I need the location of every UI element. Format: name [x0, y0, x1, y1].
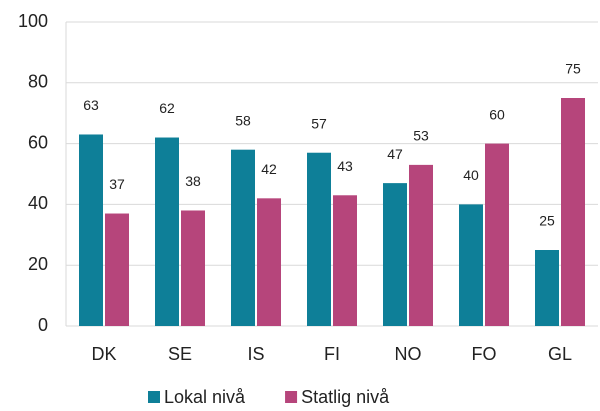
y-tick-label: 40 [28, 193, 48, 213]
value-label: 57 [311, 115, 327, 131]
value-label: 58 [235, 112, 251, 128]
bar [307, 152, 331, 326]
value-label: 60 [489, 106, 505, 122]
y-tick-label: 60 [28, 132, 48, 152]
value-label: 38 [185, 173, 201, 189]
y-tick-label: 80 [28, 72, 48, 92]
value-label: 47 [387, 146, 403, 162]
legend-label: Lokal nivå [164, 387, 246, 407]
bar [485, 143, 509, 326]
x-tick-label: IS [247, 344, 264, 364]
x-tick-label: FI [324, 344, 340, 364]
bar [79, 134, 103, 326]
value-label: 42 [261, 161, 277, 177]
value-label: 53 [413, 128, 429, 144]
bar [105, 213, 129, 326]
bar [181, 210, 205, 326]
value-label: 75 [565, 61, 581, 77]
value-label: 62 [159, 100, 175, 116]
bar [383, 183, 407, 326]
bar [561, 98, 585, 326]
bar [257, 198, 281, 326]
legend-swatch [148, 391, 160, 403]
bar [459, 204, 483, 326]
value-label: 25 [539, 213, 555, 229]
x-tick-label: GL [548, 344, 572, 364]
value-label: 40 [463, 167, 479, 183]
bar [409, 164, 433, 326]
value-label: 63 [83, 97, 99, 113]
x-tick-label: FO [472, 344, 497, 364]
y-tick-label: 20 [28, 254, 48, 274]
y-tick-label: 0 [38, 315, 48, 335]
bar [333, 195, 357, 326]
x-tick-label: NO [395, 344, 422, 364]
x-tick-label: SE [168, 344, 192, 364]
bar [155, 137, 179, 326]
y-tick-label: 100 [18, 11, 48, 31]
legend-label: Statlig nivå [301, 387, 390, 407]
bar [535, 250, 559, 326]
legend-swatch [285, 391, 298, 403]
x-tick-label: DK [91, 344, 116, 364]
value-label: 43 [337, 158, 353, 174]
value-label: 37 [109, 176, 125, 192]
bar [231, 149, 255, 326]
